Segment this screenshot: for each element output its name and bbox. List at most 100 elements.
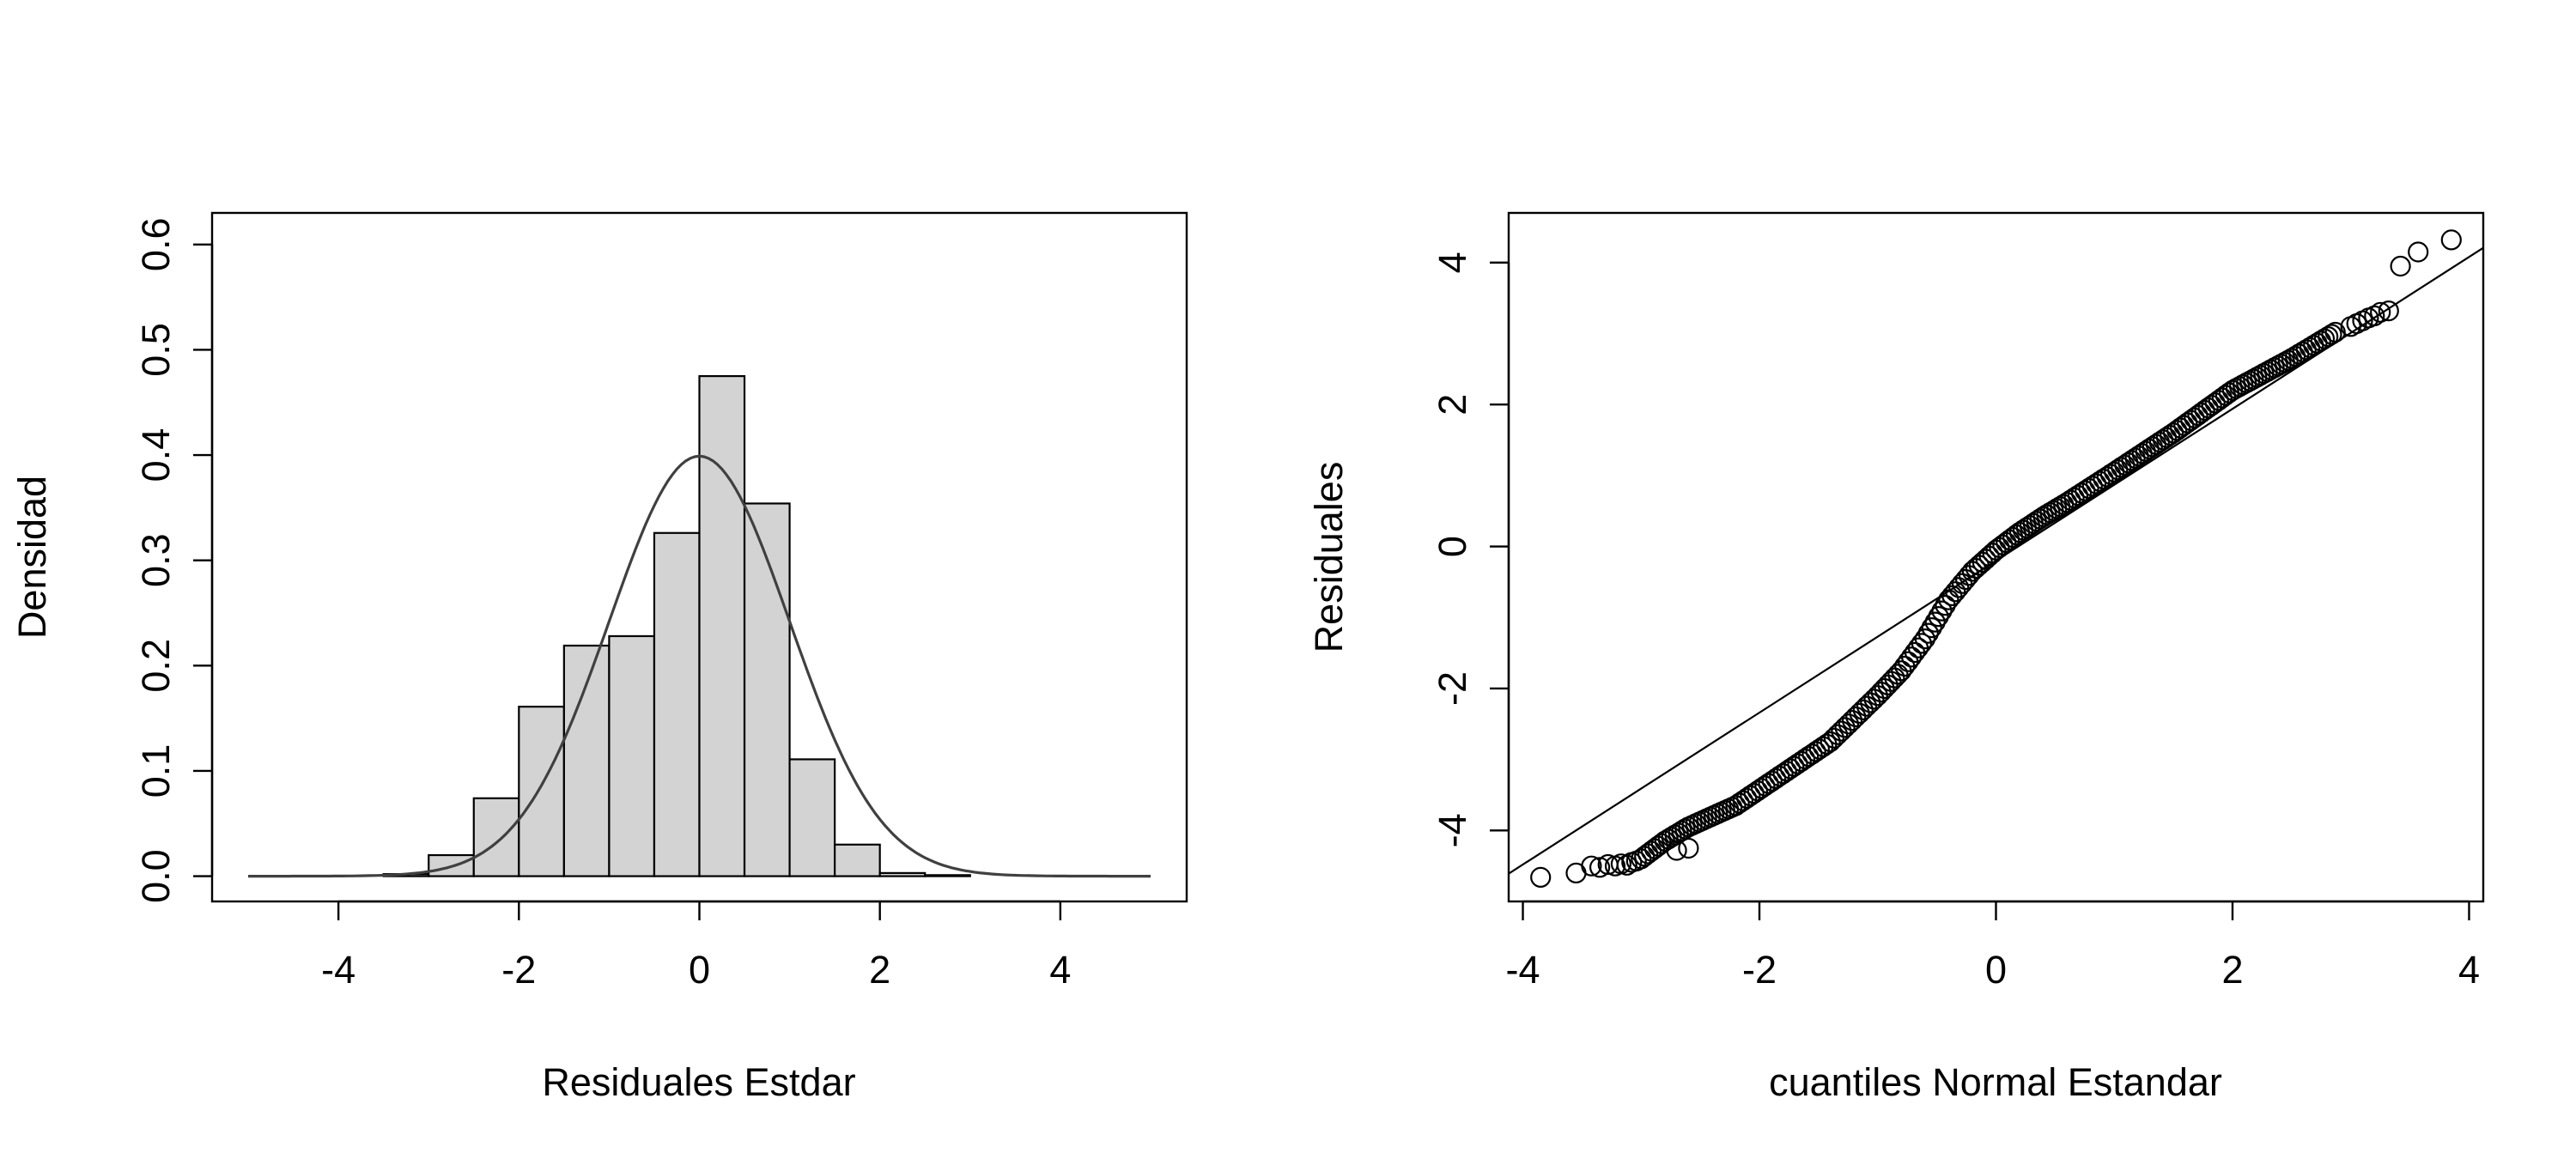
hist-bar-5: [608, 634, 656, 877]
hist-x-tick-label: -2: [501, 948, 536, 992]
qq-point: [2166, 420, 2188, 441]
qq-point: [1952, 573, 1973, 594]
qq-point: [1914, 628, 1935, 650]
qq-point-outlier: [2364, 305, 2385, 326]
qq-x-tick-label: -4: [1506, 948, 1540, 992]
qq-x-axis: -4 -2 0 2 4: [1506, 900, 2480, 992]
qq-point: [2170, 417, 2191, 439]
qq-point: [2180, 410, 2202, 431]
hist-y-tick-label: 0.6: [134, 218, 178, 272]
qq-point: [1743, 782, 1765, 804]
qq-point: [2208, 390, 2229, 411]
hist-bar-6: [653, 531, 701, 877]
qq-point: [2190, 402, 2212, 424]
qq-point: [1860, 692, 1881, 713]
hist-x-tick-label: -4: [321, 948, 355, 992]
qq-point: [2177, 412, 2198, 434]
qq-point: [2197, 397, 2219, 419]
qq-panel: -4 -2 0 2 4 -4 -2 0 2 4 cuantiles Normal Estanda…: [1307, 211, 2485, 1104]
hist-y-tick-label: 0.4: [134, 428, 178, 482]
qq-y-tick-label: -4: [1431, 813, 1474, 847]
qq-point: [2187, 404, 2208, 426]
qq-point: [2155, 427, 2178, 448]
hist-bar-7: [698, 374, 746, 877]
qq-y-tick-label: 0: [1431, 536, 1474, 557]
qq-point: [1921, 616, 1942, 639]
qq-point: [2324, 321, 2346, 343]
hist-bar-12: [924, 874, 971, 877]
hist-x-tick-label: 2: [869, 948, 890, 992]
hist-bars: [382, 374, 971, 877]
qq-point-outlier: [1625, 850, 1647, 872]
qq-point: [1856, 695, 1878, 717]
qq-point: [1911, 633, 1932, 654]
qq-point-outlier: [2390, 255, 2411, 277]
qq-y-tick-label: -2: [1431, 671, 1474, 706]
hist-x-axis-label: Residuales Estdar: [542, 1060, 855, 1104]
qq-points: [1530, 229, 2462, 889]
qq-y-tick-label: 2: [1431, 394, 1474, 416]
qq-point-outlier: [1581, 855, 1602, 877]
qq-point: [1790, 750, 1812, 773]
qq-point: [2201, 395, 2222, 416]
qq-point: [1852, 699, 1874, 720]
qq-point: [1924, 611, 1946, 633]
qq-point: [1845, 706, 1867, 728]
qq-point: [1938, 589, 1959, 610]
qq-x-tick-label: 0: [1985, 948, 2007, 992]
hist-y-tick-label: 0.0: [134, 849, 178, 903]
hist-bar-4: [562, 644, 611, 877]
hist-x-tick-label: 0: [689, 948, 710, 992]
hist-y-axis-label: Densidad: [10, 476, 54, 639]
qq-point-outlier: [1678, 837, 1699, 859]
qq-point: [2321, 324, 2342, 345]
qq-point: [2204, 392, 2226, 414]
qq-point: [2211, 387, 2233, 409]
hist-bar-8: [743, 502, 791, 877]
qq-point-outlier: [1530, 866, 1552, 889]
qq-x-axis-label: cuantiles Normal Estandar: [1769, 1060, 2222, 1104]
qq-point: [2163, 422, 2184, 444]
hist-y-axis: 0.0 0.1 0.2 0.3 0.4 0.5 0.6: [134, 218, 214, 903]
qq-point: [1842, 710, 1863, 731]
qq-point: [1823, 727, 1844, 749]
qq-point: [1820, 731, 1841, 753]
hist-y-tick-label: 0.2: [134, 639, 178, 693]
qq-point: [2160, 424, 2181, 446]
qq-point-outlier: [1589, 857, 1611, 878]
hist-y-tick-label: 0.5: [134, 323, 178, 377]
histogram-panel: -4 -2 0 2 4 0.0 0.1 0.2 0.3 0.4 0.5 0.6 Residuales…: [10, 211, 1188, 1104]
qq-point: [1917, 622, 1939, 644]
hist-density-curve: [248, 454, 1151, 878]
hist-bar-9: [788, 758, 836, 877]
qq-point: [2194, 399, 2215, 422]
qq-point: [1831, 720, 1852, 742]
qq-point-outlier: [2378, 300, 2399, 322]
qq-x-tick-label: 2: [2221, 948, 2243, 992]
hist-x-axis: -4 -2 0 2 4: [321, 900, 1071, 992]
qq-point: [2173, 415, 2195, 436]
hist-bar-11: [878, 871, 927, 877]
hist-bar-10: [834, 843, 881, 877]
qq-y-axis-label: Residuales: [1307, 462, 1351, 653]
hist-y-tick-label: 0.1: [134, 744, 178, 798]
qq-point: [1834, 717, 1856, 738]
qq-point: [1948, 577, 1970, 598]
qq-point-outlier: [2440, 229, 2462, 251]
hist-y-tick-label: 0.3: [134, 533, 178, 587]
qq-point: [1863, 689, 1885, 710]
qq-point: [1849, 702, 1870, 725]
qq-x-tick-label: -2: [1742, 948, 1777, 992]
qq-point: [1931, 600, 1953, 622]
qq-point-outlier: [1666, 840, 1687, 861]
qq-y-tick-label: 4: [1431, 252, 1474, 273]
hist-x-tick-label: 4: [1049, 948, 1071, 992]
qq-point-outlier: [2370, 301, 2391, 323]
hist-bar-3: [518, 706, 565, 877]
qq-point: [1928, 605, 1949, 628]
hist-bar-2: [472, 797, 520, 877]
qq-point: [1827, 724, 1849, 745]
qq-point-outlier: [2408, 241, 2429, 263]
